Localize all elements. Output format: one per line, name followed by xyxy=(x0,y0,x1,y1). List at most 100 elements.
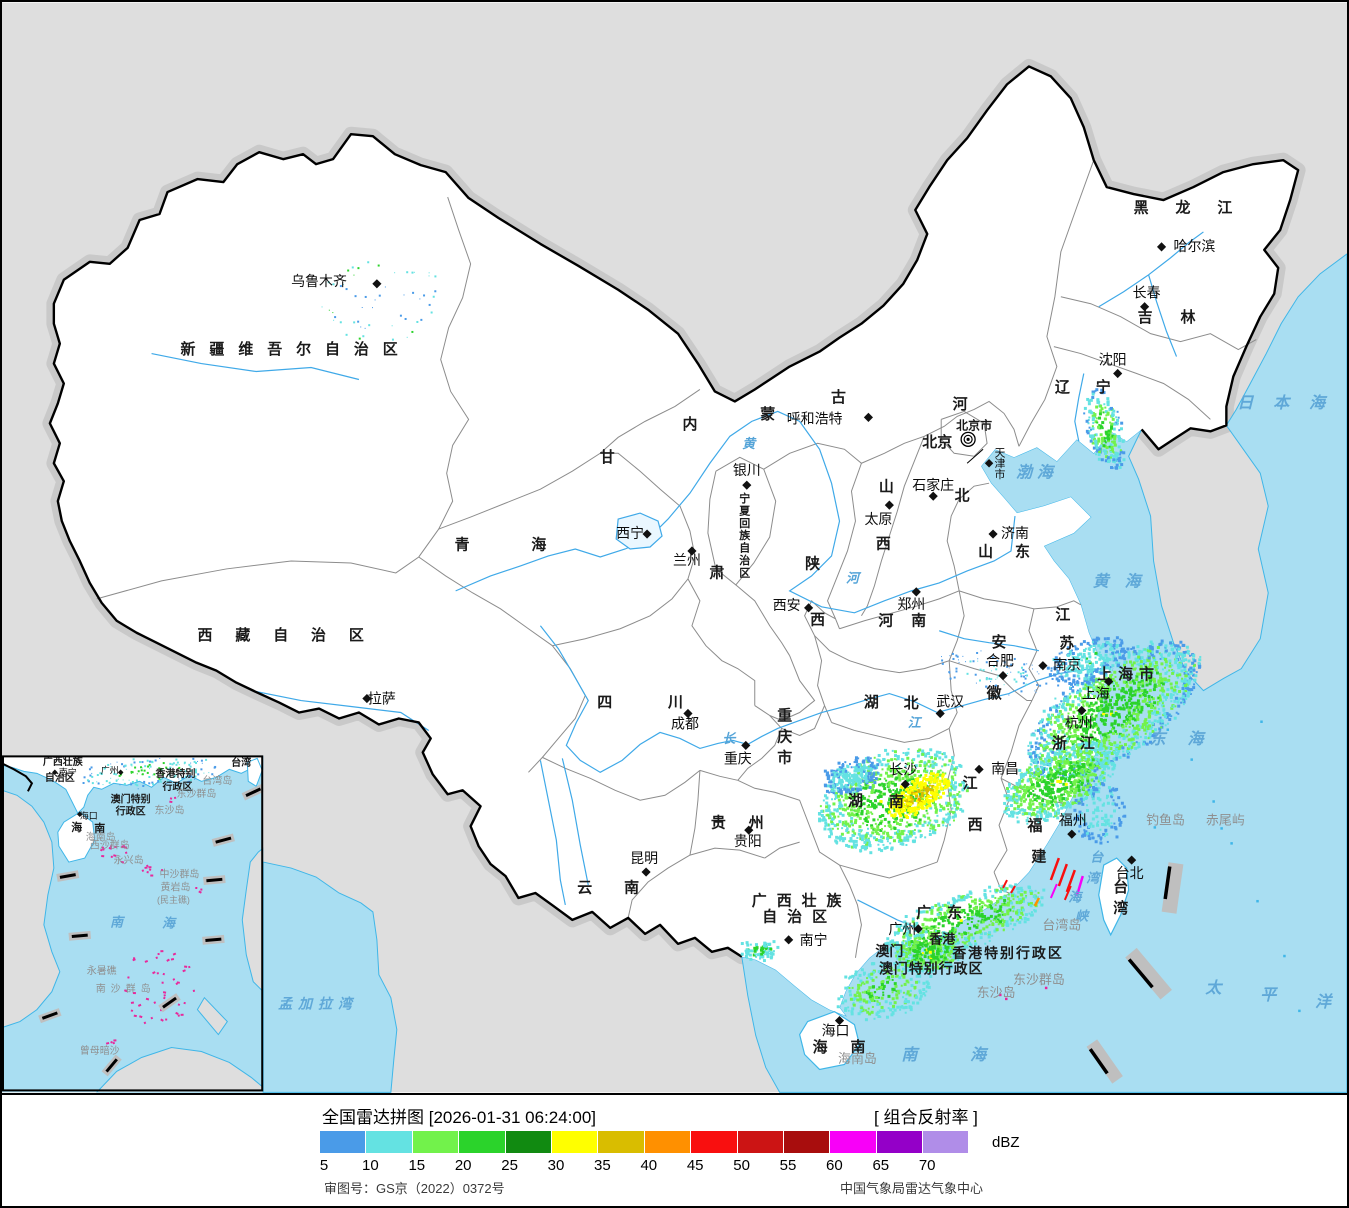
province-label: 肃 xyxy=(709,563,724,581)
dbz-tick: 5 xyxy=(319,1157,329,1174)
sea-label: 峡 xyxy=(1075,908,1090,924)
city-marker xyxy=(784,935,794,945)
city-label: 南昌 xyxy=(991,760,1019,776)
inset-label: (民主礁) xyxy=(157,894,190,905)
province-label: 徽 xyxy=(986,684,1003,702)
province-label: 吉林 xyxy=(1138,308,1224,326)
province-label: 陕 xyxy=(805,554,820,572)
island-label: 赤尾屿 xyxy=(1206,813,1245,828)
radar-cluster-leizhou-hainan xyxy=(836,957,933,1022)
city-marker xyxy=(1127,855,1137,865)
dbz-swatch-50 xyxy=(737,1131,783,1153)
inset-border-segment xyxy=(2,762,34,792)
inset-label: 南 xyxy=(94,821,105,835)
province-label: 北京市 xyxy=(956,417,992,432)
island-label: 钓鱼岛 xyxy=(1146,813,1185,828)
province-label: 甘 xyxy=(600,448,615,466)
radar-cluster-shanghai-cyan xyxy=(1046,636,1130,687)
dbz-swatch-70 xyxy=(923,1131,969,1153)
radar-cluster-liaodong xyxy=(1083,388,1126,470)
city-marker xyxy=(834,1016,845,1026)
capital-beijing-icon xyxy=(960,431,976,447)
dbz-colorbar xyxy=(320,1131,969,1153)
inset-nine-dash xyxy=(203,875,226,885)
city-marker xyxy=(641,867,651,877)
radar-cluster-zhejiang-fujian-band xyxy=(1003,740,1117,825)
inset-indochina xyxy=(2,789,61,1029)
city-label: 成都 xyxy=(671,715,699,731)
sea-label: 台 xyxy=(1090,850,1104,866)
dbz-swatch-55 xyxy=(783,1131,830,1153)
province-label: 湖 xyxy=(864,694,879,711)
city-label: 哈尔滨 xyxy=(1174,238,1216,254)
sea-label: 湾 xyxy=(1086,871,1102,887)
radar-cluster-hunan-core xyxy=(887,772,951,819)
china-radar-map: 黑龙江吉林辽宁内蒙古新疆维吾尔自治区西藏自治区青海甘肃宁夏回族自治区陕西山西河北… xyxy=(2,2,1347,1093)
city-label: 银川 xyxy=(733,462,761,478)
product-label: [ 组合反射率 ] xyxy=(874,1108,978,1127)
city-label: 太原 xyxy=(864,511,892,527)
inset-label: 曾母暗沙 xyxy=(80,1044,120,1057)
small-island-speck xyxy=(1256,899,1259,903)
islet-mark xyxy=(1044,986,1048,990)
tianjin-leader-line xyxy=(966,448,984,464)
inset-label: 自治区 xyxy=(45,771,75,784)
city-marker xyxy=(683,708,693,719)
inset-label: 广西壮族 xyxy=(43,755,84,768)
city-label: 台北 xyxy=(1116,865,1144,881)
radar-cluster-fujian-offshore xyxy=(1073,776,1127,845)
tianjin-label: 天津市 xyxy=(995,447,1006,481)
city-marker xyxy=(928,491,938,501)
city-marker xyxy=(1077,705,1087,716)
dbz-tick: 20 xyxy=(454,1157,472,1174)
city-marker xyxy=(804,603,814,613)
island-label: 东沙岛 xyxy=(977,985,1016,1000)
small-island-speck xyxy=(1142,662,1146,666)
city-label: 西宁 xyxy=(616,525,644,541)
small-island-speck xyxy=(1283,954,1286,958)
city-label: 拉萨 xyxy=(368,691,396,707)
dbz-swatch-45 xyxy=(691,1131,737,1153)
city-label: 南京 xyxy=(1053,657,1081,673)
credit-label: 中国气象局雷达气象中心 xyxy=(840,1181,984,1196)
radar-cluster-changsha-nw-cyan xyxy=(823,756,880,795)
city-marker xyxy=(1140,302,1150,312)
inset-label: 南沙群岛 xyxy=(96,982,156,995)
license-number: 审图号：GS京（2022）0372号 xyxy=(324,1181,505,1196)
inset-hainan xyxy=(57,811,96,863)
dbz-swatch-30 xyxy=(551,1131,598,1153)
city-marker xyxy=(642,529,652,539)
dbz-swatch-15 xyxy=(412,1131,459,1153)
city-marker xyxy=(1113,368,1123,379)
city-marker xyxy=(744,825,754,835)
city-label: 上海 xyxy=(1082,686,1110,702)
inset-nine-dash xyxy=(202,934,225,945)
inset-china-coast xyxy=(2,755,264,815)
river-label: 河 xyxy=(846,570,862,586)
small-island-speck xyxy=(1298,1009,1301,1013)
dbz-tick: 65 xyxy=(872,1157,890,1174)
province-label: 安 xyxy=(992,633,1007,651)
dbz-tick: 60 xyxy=(826,1157,843,1174)
inset-palawan xyxy=(196,996,228,1036)
city-label: 杭州 xyxy=(1065,714,1093,730)
inset-label: 永暑礁 xyxy=(87,964,117,977)
inset-label: 行政区 xyxy=(115,805,146,818)
inset-label: 东沙群岛 xyxy=(176,787,216,800)
city-label: 昆明 xyxy=(630,850,658,866)
city-marker xyxy=(913,924,923,934)
province-label: 海南 xyxy=(813,1038,889,1056)
province-label: 黑龙江 xyxy=(1134,199,1260,217)
radar-cluster-xinjiang-dots xyxy=(321,261,437,341)
islet-mark xyxy=(999,993,1002,997)
sea-label: 日本海 xyxy=(1237,393,1345,412)
city-label: 贵阳 xyxy=(734,833,762,849)
bay-of-bengal xyxy=(262,861,398,1093)
city-marker xyxy=(884,500,894,510)
sea-label: 平 xyxy=(1260,985,1278,1004)
dbz-tick: 10 xyxy=(362,1157,379,1174)
hainan-island xyxy=(798,1010,861,1071)
city-label: 乌鲁木齐 xyxy=(291,273,347,289)
taiwan-island xyxy=(1098,857,1130,937)
province-label: 福 xyxy=(1026,817,1042,835)
